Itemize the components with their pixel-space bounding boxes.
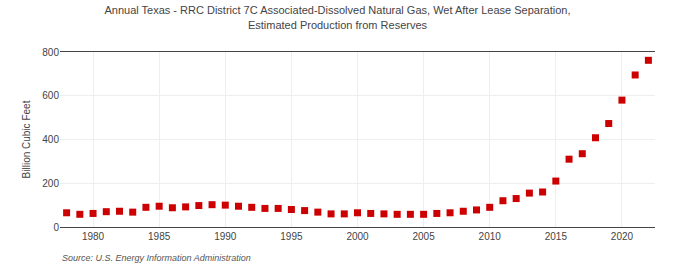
- svg-text:0: 0: [53, 222, 59, 233]
- svg-text:Source: U.S. Energy Informatio: Source: U.S. Energy Information Administ…: [62, 253, 251, 263]
- svg-text:2010: 2010: [479, 231, 502, 242]
- svg-text:Annual Texas - RRC District 7C: Annual Texas - RRC District 7C Associate…: [104, 4, 570, 30]
- svg-text:1980: 1980: [82, 231, 105, 242]
- svg-text:800: 800: [42, 47, 59, 58]
- svg-text:600: 600: [42, 90, 59, 101]
- svg-text:2005: 2005: [412, 231, 435, 242]
- svg-text:2015: 2015: [545, 231, 568, 242]
- svg-text:1995: 1995: [280, 231, 303, 242]
- svg-text:2000: 2000: [346, 231, 369, 242]
- svg-text:2020: 2020: [611, 231, 634, 242]
- svg-text:1990: 1990: [214, 231, 237, 242]
- svg-text:400: 400: [42, 134, 59, 145]
- svg-text:Billion Cubic Feet: Billion Cubic Feet: [21, 100, 32, 178]
- svg-text:200: 200: [42, 178, 59, 189]
- svg-text:1985: 1985: [148, 231, 171, 242]
